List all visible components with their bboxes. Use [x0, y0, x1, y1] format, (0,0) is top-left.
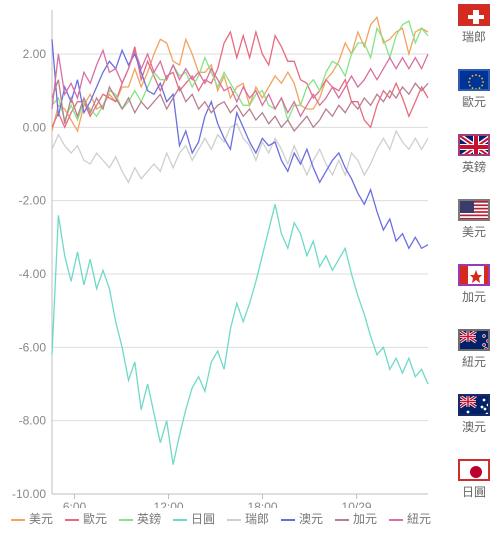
- legend-swatch-usd: [11, 519, 25, 521]
- legend-item-aud[interactable]: 澳元: [281, 512, 323, 526]
- legend-item-eur[interactable]: 歐元: [65, 512, 107, 526]
- legend: 美元 歐元 英鎊 日圓 瑞郎 澳元 加元 紐元: [0, 510, 442, 527]
- legend-swatch-gbp: [119, 519, 133, 521]
- chf-flag-icon: [458, 4, 490, 26]
- legend-swatch-cad: [335, 519, 349, 521]
- series-jpy: [52, 204, 428, 464]
- flag-label: 歐元: [452, 93, 496, 110]
- flag-button-jpy[interactable]: 日圓: [452, 459, 496, 522]
- legend-label: 加元: [353, 512, 377, 526]
- series-eur: [52, 32, 428, 127]
- legend-item-nzd[interactable]: 紐元: [389, 512, 431, 526]
- svg-text:-6.00: -6.00: [19, 340, 47, 354]
- svg-text:-10.00: -10.00: [12, 487, 46, 501]
- flag-label: 美元: [452, 223, 496, 240]
- legend-label: 紐元: [407, 512, 431, 526]
- usd-flag-icon: [458, 199, 490, 221]
- svg-text:0.00: 0.00: [23, 120, 47, 134]
- currency-line-chart: -10.00 -8.00 -6.00 -4.00 -2.00 0.00 2.00 6:00 12…: [0, 0, 442, 508]
- aud-flag-icon: [458, 394, 490, 416]
- flag-label: 澳元: [452, 418, 496, 435]
- flag-button-chf[interactable]: 瑞郎: [452, 4, 496, 67]
- legend-label: 瑞郎: [245, 512, 269, 526]
- svg-text:-8.00: -8.00: [19, 414, 47, 428]
- svg-text:2.00: 2.00: [23, 47, 47, 61]
- flag-button-aud[interactable]: 澳元: [452, 394, 496, 457]
- legend-label: 日圓: [191, 512, 215, 526]
- legend-item-jpy[interactable]: 日圓: [173, 512, 215, 526]
- svg-text:12:00: 12:00: [154, 500, 184, 508]
- svg-text:-2.00: -2.00: [19, 194, 47, 208]
- legend-swatch-eur: [65, 519, 79, 521]
- legend-swatch-nzd: [389, 519, 403, 521]
- flag-label: 紐元: [452, 353, 496, 370]
- legend-swatch-chf: [227, 519, 241, 521]
- svg-text:10/29: 10/29: [342, 500, 372, 508]
- jpy-flag-icon: [458, 459, 490, 481]
- flag-label: 加元: [452, 288, 496, 305]
- gbp-flag-icon: [458, 134, 490, 156]
- legend-item-gbp[interactable]: 英鎊: [119, 512, 161, 526]
- flag-label: 日圓: [452, 483, 496, 500]
- flag-label: 英鎊: [452, 158, 496, 175]
- currency-side-panel: 瑞郎歐元英鎊美元加元紐元澳元日圓: [452, 2, 496, 522]
- legend-label: 美元: [29, 512, 53, 526]
- legend-label: 澳元: [299, 512, 323, 526]
- series-chf: [52, 124, 428, 183]
- legend-item-cad[interactable]: 加元: [335, 512, 377, 526]
- svg-text:18:00: 18:00: [248, 500, 278, 508]
- legend-label: 英鎊: [137, 512, 161, 526]
- flag-button-nzd[interactable]: 紐元: [452, 329, 496, 392]
- legend-label: 歐元: [83, 512, 107, 526]
- legend-swatch-jpy: [173, 519, 187, 521]
- nzd-flag-icon: [458, 329, 490, 351]
- svg-text:-4.00: -4.00: [19, 267, 47, 281]
- legend-item-usd[interactable]: 美元: [11, 512, 53, 526]
- flag-button-eur[interactable]: 歐元: [452, 69, 496, 132]
- eur-flag-icon: [458, 69, 490, 91]
- flag-button-usd[interactable]: 美元: [452, 199, 496, 262]
- flag-button-gbp[interactable]: 英鎊: [452, 134, 496, 197]
- flag-button-cad[interactable]: 加元: [452, 264, 496, 327]
- series-usd: [52, 17, 428, 131]
- legend-item-chf[interactable]: 瑞郎: [227, 512, 269, 526]
- series-nzd: [52, 50, 428, 116]
- legend-swatch-aud: [281, 519, 295, 521]
- cad-flag-icon: [458, 264, 490, 286]
- svg-text:6:00: 6:00: [63, 500, 87, 508]
- root: -10.00 -8.00 -6.00 -4.00 -2.00 0.00 2.00 6:00 12…: [0, 0, 500, 546]
- flag-label: 瑞郎: [452, 28, 496, 45]
